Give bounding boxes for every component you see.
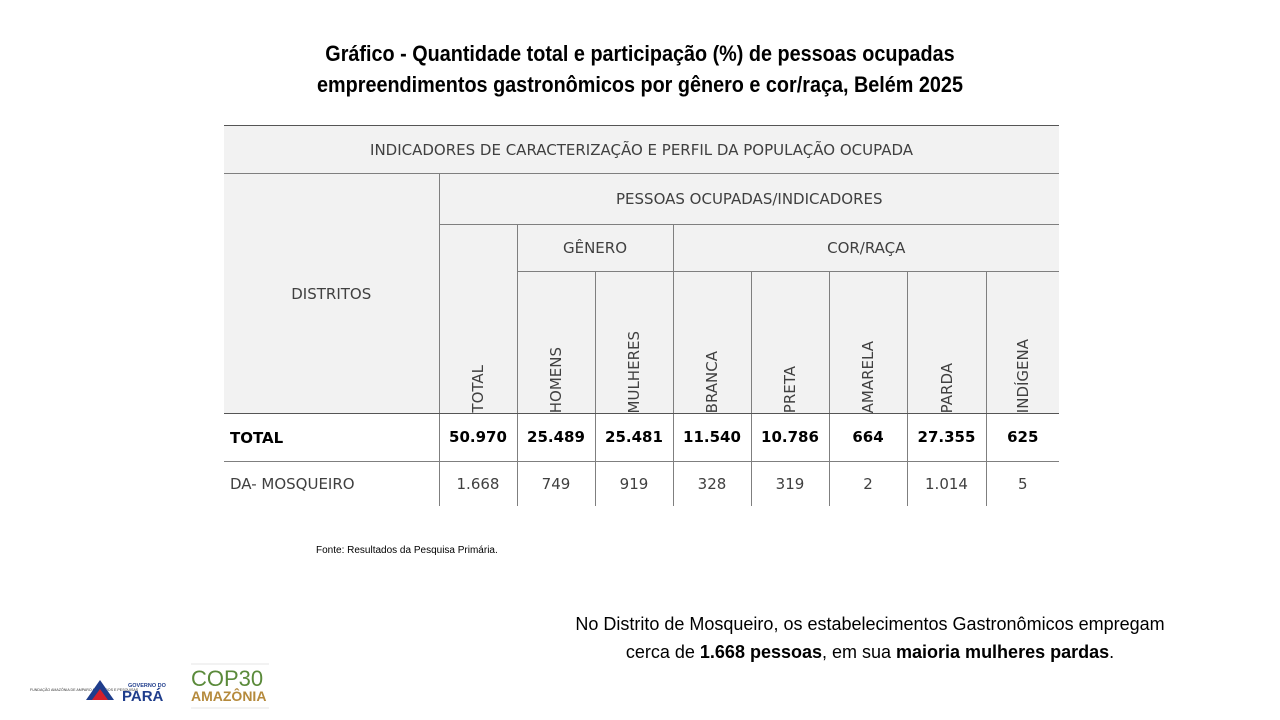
table-cell: 1.014 <box>906 461 986 506</box>
chart-title: Gráfico - Quantidade total e participaçã… <box>0 38 1280 100</box>
table-cell: 919 <box>594 461 673 506</box>
cop30-amazonia-logo: COP30 AMAZÔNIA <box>191 663 269 709</box>
col-header-total: TOTAL <box>438 224 517 414</box>
amazonia-text: AMAZÔNIA <box>191 687 266 704</box>
row-label: TOTAL <box>224 413 439 462</box>
table-cell: 328 <box>672 461 751 506</box>
note-highlight-count: 1.668 pessoas <box>699 642 822 662</box>
table-cell: 50.970 <box>438 413 517 462</box>
table-cell: 27.355 <box>906 413 986 462</box>
group-header: PESSOAS OCUPADAS/INDICADORES <box>438 173 1060 225</box>
table-cell: 625 <box>985 413 1060 462</box>
table-cell: 5 <box>985 461 1060 506</box>
table-cell: 664 <box>828 413 907 462</box>
col-header-mulheres: MULHERES <box>594 271 673 414</box>
table-row: TOTAL 50.970 25.489 25.481 11.540 10.786… <box>224 413 1060 462</box>
table-cell: 2 <box>828 461 907 506</box>
table-cell: 749 <box>516 461 595 506</box>
table-cell: 1.668 <box>438 461 517 506</box>
indicators-table: INDICADORES DE CARACTERIZAÇÃO E PERFIL D… <box>224 125 1060 506</box>
note-line-1: No Distrito de Mosqueiro, os estabelecim… <box>575 614 1165 634</box>
table-cell: 319 <box>750 461 829 506</box>
col-header-parda: PARDA <box>906 271 986 414</box>
table-main-header: INDICADORES DE CARACTERIZAÇÃO E PERFIL D… <box>224 125 1060 174</box>
para-label: PARÁ <box>122 688 164 705</box>
source-note: Fonte: Resultados da Pesquisa Primária. <box>316 545 498 556</box>
summary-note: No Distrito de Mosqueiro, os estabelecim… <box>575 614 1165 662</box>
title-line-2: empreendimentos gastronômicos por gênero… <box>317 72 963 97</box>
note-highlight-group: maioria mulheres pardas <box>896 642 1110 662</box>
row-label: DA- MOSQUEIRO <box>230 474 355 493</box>
col-header-preta: PRETA <box>750 271 829 414</box>
col-header-homens: HOMENS <box>516 271 595 414</box>
governo-para-logo: FUNDAÇÃO AMAZÔNIA DE AMPARO A ESTUDOS E … <box>30 680 167 705</box>
col-header-indigena: INDÍGENA <box>985 271 1060 414</box>
genero-header: GÊNERO <box>516 224 673 272</box>
table-cell: 11.540 <box>672 413 751 462</box>
cor-raca-header: COR/RAÇA <box>672 224 1060 272</box>
table-cell: 10.786 <box>750 413 829 462</box>
col-header-branca: BRANCA <box>672 271 751 414</box>
table-cell: 25.489 <box>516 413 595 462</box>
table-row: DA- MOSQUEIRO 1.668 749 919 328 319 2 1.… <box>224 461 1060 506</box>
governo-label: GOVERNO DO <box>128 683 167 689</box>
table-cell: 25.481 <box>594 413 673 462</box>
fapespa-text: FUNDAÇÃO AMAZÔNIA DE AMPARO A ESTUDOS E … <box>30 687 139 692</box>
districts-header: DISTRITOS <box>224 173 439 414</box>
cop30-text: COP30 <box>191 666 263 691</box>
title-line-1: Gráfico - Quantidade total e participaçã… <box>325 41 955 66</box>
col-header-amarela: AMARELA <box>828 271 907 414</box>
